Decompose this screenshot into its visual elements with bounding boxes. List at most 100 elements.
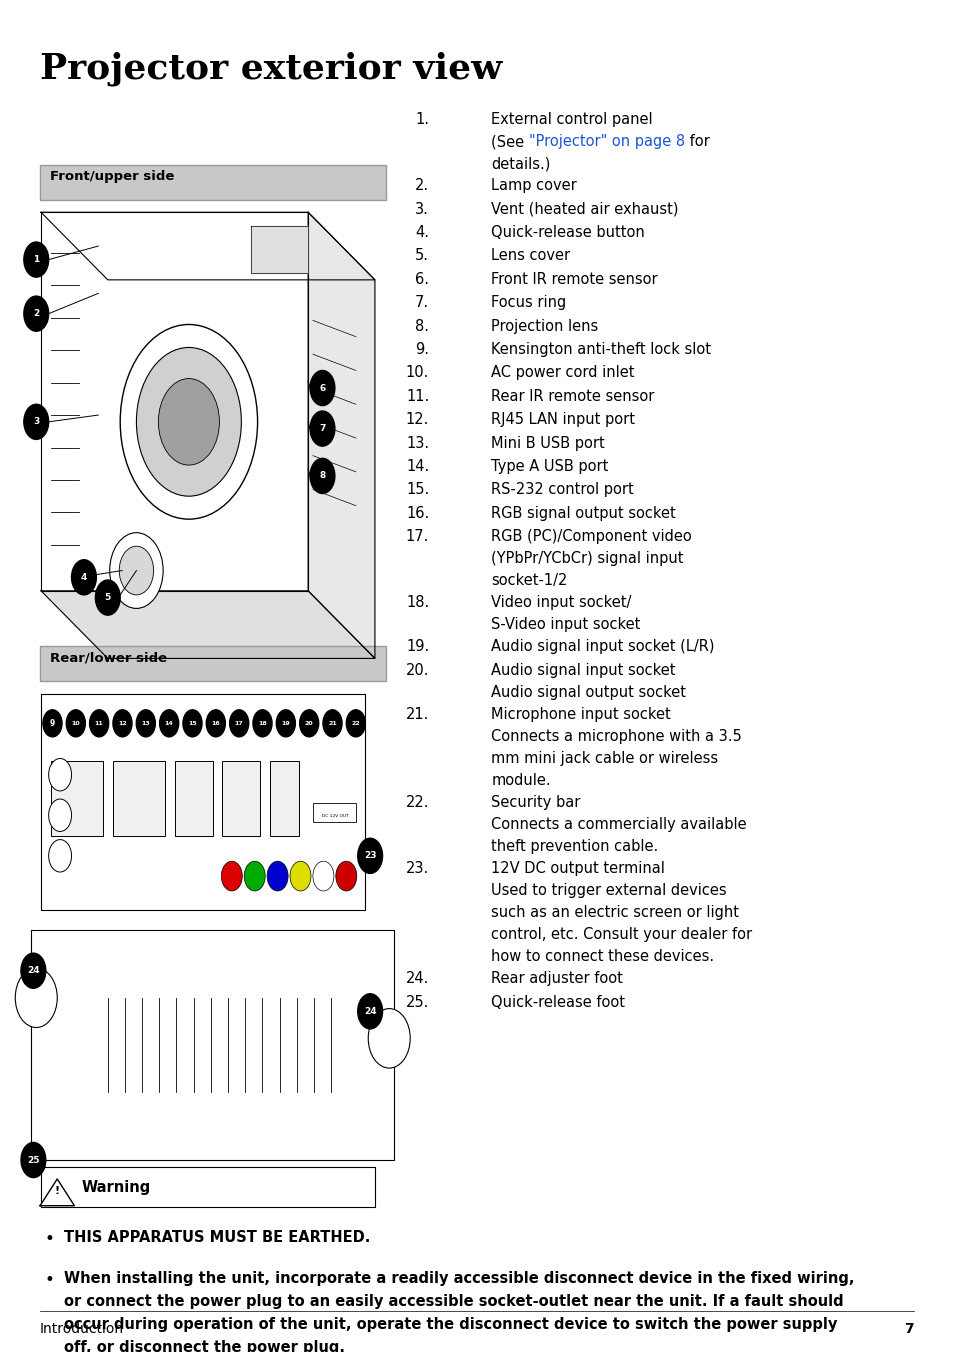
- Text: Audio signal input socket: Audio signal input socket: [491, 662, 675, 677]
- Text: 7.: 7.: [415, 295, 429, 310]
- Text: 9: 9: [50, 719, 55, 727]
- Circle shape: [24, 242, 49, 277]
- Text: Type A USB port: Type A USB port: [491, 458, 608, 475]
- Text: 22: 22: [351, 721, 360, 726]
- Text: or connect the power plug to an easily accessible socket-outlet near the unit. I: or connect the power plug to an easily a…: [64, 1294, 842, 1309]
- Circle shape: [335, 861, 356, 891]
- Circle shape: [136, 347, 241, 496]
- Text: AC power cord inlet: AC power cord inlet: [491, 365, 634, 380]
- Text: 15: 15: [188, 721, 196, 726]
- Circle shape: [357, 994, 382, 1029]
- Text: Audio signal output socket: Audio signal output socket: [491, 684, 685, 700]
- Text: 1: 1: [33, 256, 39, 264]
- Text: 3.: 3.: [415, 201, 429, 216]
- Text: Quick-release button: Quick-release button: [491, 224, 644, 241]
- Text: 10: 10: [71, 721, 80, 726]
- Polygon shape: [41, 212, 308, 591]
- Bar: [313, 803, 355, 822]
- Text: 12: 12: [118, 721, 127, 726]
- Polygon shape: [41, 694, 365, 910]
- Text: 5.: 5.: [415, 249, 429, 264]
- Circle shape: [159, 710, 178, 737]
- Text: 19: 19: [281, 721, 290, 726]
- Text: 3: 3: [33, 418, 39, 426]
- Text: 21: 21: [328, 721, 336, 726]
- Circle shape: [221, 861, 242, 891]
- Text: Security bar: Security bar: [491, 795, 580, 810]
- Circle shape: [299, 710, 318, 737]
- Text: occur during operation of the unit, operate the disconnect device to switch the : occur during operation of the unit, oper…: [64, 1317, 837, 1332]
- Text: DC 12V OUT: DC 12V OUT: [321, 814, 348, 818]
- Text: 8.: 8.: [415, 319, 429, 334]
- Text: Mini B USB port: Mini B USB port: [491, 435, 604, 450]
- Circle shape: [368, 1009, 410, 1068]
- Circle shape: [253, 710, 272, 737]
- Circle shape: [43, 710, 62, 737]
- Text: control, etc. Consult your dealer for: control, etc. Consult your dealer for: [491, 927, 752, 942]
- Text: Connects a commercially available: Connects a commercially available: [491, 817, 746, 831]
- Text: 11.: 11.: [406, 389, 429, 404]
- Circle shape: [183, 710, 202, 737]
- Polygon shape: [41, 591, 375, 658]
- Text: "Projector" on page 8: "Projector" on page 8: [529, 134, 684, 149]
- Text: S-Video input socket: S-Video input socket: [491, 618, 640, 633]
- Circle shape: [206, 710, 225, 737]
- Polygon shape: [308, 212, 375, 658]
- Text: External control panel: External control panel: [491, 112, 652, 127]
- Text: 6: 6: [319, 384, 325, 392]
- Text: off, or disconnect the power plug.: off, or disconnect the power plug.: [64, 1340, 345, 1352]
- Text: (See: (See: [491, 134, 529, 149]
- Circle shape: [110, 533, 163, 608]
- Text: !: !: [54, 1186, 60, 1197]
- Circle shape: [21, 953, 46, 988]
- Circle shape: [158, 379, 219, 465]
- Text: THIS APPARATUS MUST BE EARTHED.: THIS APPARATUS MUST BE EARTHED.: [64, 1230, 370, 1245]
- Text: 14.: 14.: [406, 458, 429, 475]
- Text: such as an electric screen or light: such as an electric screen or light: [491, 904, 739, 921]
- Text: 22.: 22.: [405, 795, 429, 810]
- Text: 19.: 19.: [406, 639, 429, 654]
- Circle shape: [267, 861, 288, 891]
- Text: Rear adjuster foot: Rear adjuster foot: [491, 971, 622, 986]
- Text: 12V DC output terminal: 12V DC output terminal: [491, 861, 664, 876]
- Text: Rear/lower side: Rear/lower side: [50, 652, 167, 665]
- Circle shape: [290, 861, 311, 891]
- Text: 2.: 2.: [415, 178, 429, 193]
- Circle shape: [49, 840, 71, 872]
- Circle shape: [71, 560, 96, 595]
- Text: Focus ring: Focus ring: [491, 295, 566, 310]
- Circle shape: [49, 799, 71, 831]
- Text: 21.: 21.: [405, 707, 429, 722]
- Text: 12.: 12.: [405, 412, 429, 427]
- Bar: [40, 165, 386, 200]
- Text: 17.: 17.: [405, 529, 429, 544]
- Circle shape: [310, 458, 335, 493]
- Text: 13.: 13.: [406, 435, 429, 450]
- Text: Warning: Warning: [82, 1180, 152, 1195]
- Text: Quick-release foot: Quick-release foot: [491, 995, 624, 1010]
- Text: Audio signal input socket (L/R): Audio signal input socket (L/R): [491, 639, 714, 654]
- Text: 20: 20: [305, 721, 314, 726]
- Circle shape: [95, 580, 120, 615]
- Text: 6.: 6.: [415, 272, 429, 287]
- Polygon shape: [41, 212, 375, 280]
- Circle shape: [313, 861, 334, 891]
- Text: Introduction: Introduction: [40, 1322, 124, 1336]
- Circle shape: [66, 710, 85, 737]
- Bar: [51, 761, 103, 836]
- Text: mm mini jack cable or wireless: mm mini jack cable or wireless: [491, 750, 718, 765]
- Polygon shape: [251, 226, 308, 273]
- Text: RJ45 LAN input port: RJ45 LAN input port: [491, 412, 635, 427]
- Circle shape: [310, 411, 335, 446]
- Text: 9.: 9.: [415, 342, 429, 357]
- Circle shape: [323, 710, 342, 737]
- Circle shape: [90, 710, 109, 737]
- Text: Lens cover: Lens cover: [491, 249, 570, 264]
- Text: Microphone input socket: Microphone input socket: [491, 707, 670, 722]
- Circle shape: [310, 370, 335, 406]
- Text: Rear IR remote sensor: Rear IR remote sensor: [491, 389, 654, 404]
- Text: 1.: 1.: [415, 112, 429, 127]
- Text: Vent (heated air exhaust): Vent (heated air exhaust): [491, 201, 679, 216]
- Circle shape: [49, 758, 71, 791]
- Text: 16: 16: [212, 721, 220, 726]
